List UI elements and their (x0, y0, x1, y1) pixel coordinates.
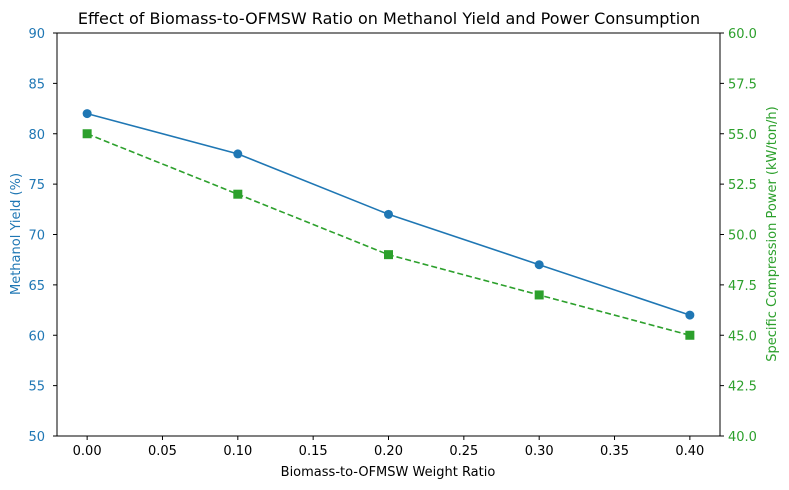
plot-frame (56, 32, 721, 437)
methanol-yield-point (384, 209, 393, 219)
methanol-yield-point (534, 260, 544, 270)
left-y-tick-label: 90 (28, 27, 45, 42)
left-y-axis-label: Methanol Yield (%) (9, 173, 24, 295)
left-y-tick-label: 70 (28, 229, 45, 244)
right-y-tick-label: 50.0 (728, 229, 757, 244)
right-y-tick-label: 45.0 (728, 329, 757, 344)
series-layer (82, 109, 695, 340)
specific-compression-power-point (82, 129, 92, 139)
right-y-tick-label: 42.5 (728, 380, 757, 395)
right-y-axis: 40.0 42.5 45.0 47.5 50.0 52.5 55.0 57.5 60.0 (720, 27, 757, 445)
left-y-tick-label: 85 (28, 77, 45, 92)
methanol-yield-point (233, 149, 243, 159)
right-y-tick-label: 40.0 (728, 430, 757, 445)
right-y-axis-label: Specific Compression Power (kW/ton/h) (765, 106, 780, 361)
x-tick-label: 0.10 (223, 444, 252, 459)
x-axis-label: Biomass-to-OFMSW Weight Ratio (281, 465, 496, 480)
methanol-yield-point (82, 109, 92, 119)
x-tick-label: 0.40 (675, 444, 704, 459)
x-tick-label: 0.05 (148, 444, 177, 459)
left-y-tick-label: 80 (28, 128, 45, 143)
specific-compression-power-point (384, 250, 393, 260)
right-y-tick-label: 47.5 (728, 279, 757, 294)
x-tick-label: 0.00 (73, 444, 102, 459)
left-y-tick-label: 75 (28, 178, 45, 193)
x-tick-label: 0.35 (600, 444, 629, 459)
methanol-yield-point (685, 310, 695, 320)
left-y-tick-label: 50 (28, 430, 45, 445)
chart-title: Effect of Biomass-to-OFMSW Ratio on Meth… (78, 9, 700, 28)
right-y-tick-label: 55.0 (728, 128, 757, 143)
specific-compression-power-point (233, 189, 243, 199)
x-axis: 0.00 0.05 0.10 0.15 0.20 0.25 0.30 0.35 0.40 (73, 436, 704, 459)
left-y-tick-label: 60 (28, 329, 45, 344)
right-y-tick-label: 60.0 (728, 27, 757, 42)
left-y-tick-label: 65 (28, 279, 45, 294)
x-tick-label: 0.30 (525, 444, 554, 459)
specific-compression-power-line (86, 133, 691, 337)
right-y-tick-label: 57.5 (728, 77, 757, 92)
x-tick-label: 0.25 (449, 444, 478, 459)
right-y-tick-label: 52.5 (728, 178, 757, 193)
left-y-axis: 50 55 60 65 70 75 80 85 90 (28, 27, 57, 445)
x-tick-label: 0.20 (374, 444, 403, 459)
x-tick-label: 0.15 (299, 444, 328, 459)
specific-compression-power-point (685, 330, 695, 340)
left-y-tick-label: 55 (28, 380, 45, 395)
specific-compression-power-point (534, 290, 544, 300)
